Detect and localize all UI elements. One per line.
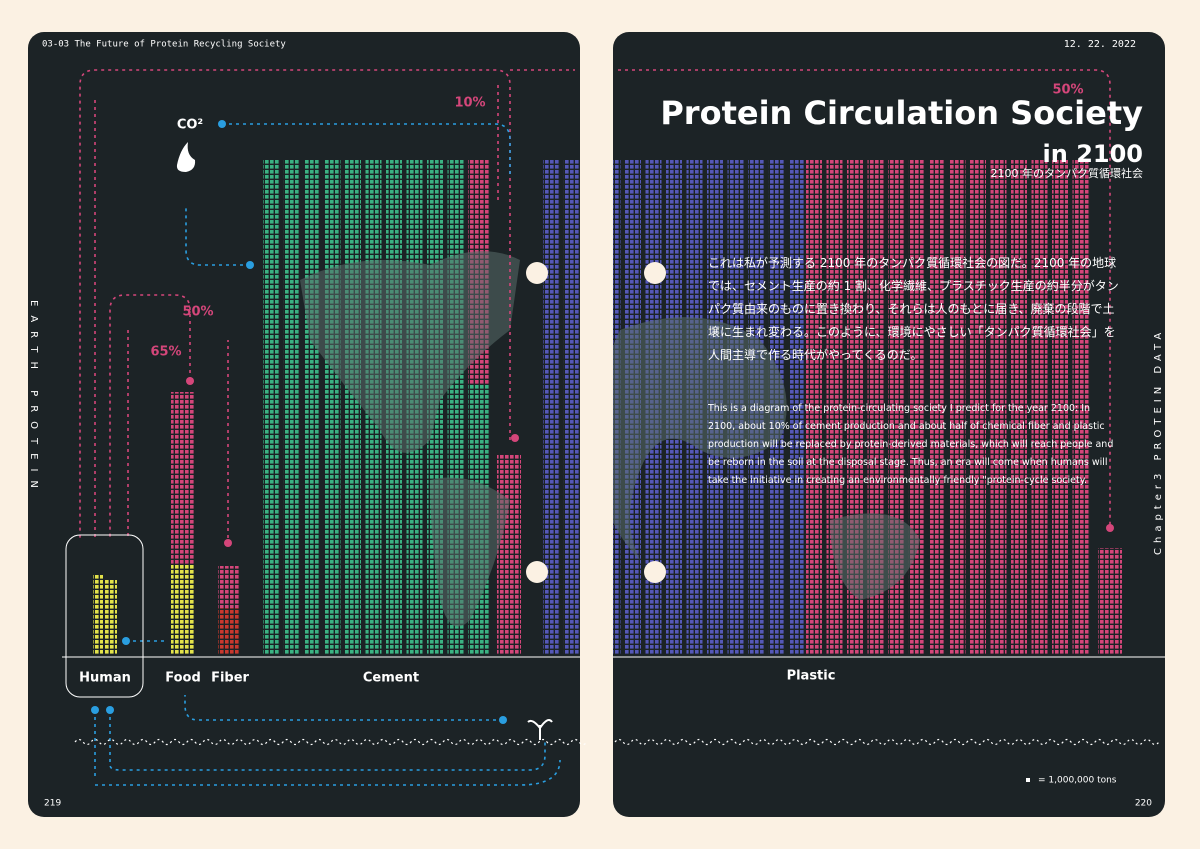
binder-hole (644, 561, 666, 583)
legend-dot (1026, 778, 1030, 782)
dot-column (104, 580, 117, 655)
binder-hole (526, 561, 548, 583)
page-number: 219 (44, 799, 61, 809)
dot-column (929, 160, 945, 655)
pink-flow-lines (79, 69, 1111, 545)
subtitle: in 2100 (1043, 140, 1143, 168)
binder-hole (644, 262, 666, 284)
dot-column (218, 608, 240, 655)
soil-line (74, 738, 1160, 746)
dot-column (324, 160, 341, 655)
legend-label: = 1,000,000 tons (1038, 776, 1117, 786)
dot-column (1031, 160, 1048, 655)
dot-column (949, 160, 966, 655)
dot-column (263, 160, 279, 655)
percentage: 10% (454, 96, 485, 111)
dot-column (543, 160, 559, 655)
dot-column (304, 160, 320, 655)
date: 12. 22. 2022 (1064, 39, 1136, 50)
percentage: 65% (150, 345, 181, 360)
sprout-icon (527, 719, 553, 740)
english-paragraph: This is a diagram of the protein-circula… (708, 403, 1114, 486)
category-label: Cement (363, 671, 419, 686)
dot-column (990, 160, 1007, 655)
page-number: 220 (1135, 799, 1152, 809)
dot-column (93, 575, 103, 655)
dot-column (970, 160, 986, 655)
dot-column (806, 160, 822, 655)
dot-column (563, 160, 580, 655)
dot-column (1098, 548, 1122, 655)
blue-flow-lines (94, 123, 561, 786)
world-map (300, 251, 920, 627)
dot-column (1052, 160, 1068, 655)
category-label: Food (165, 671, 201, 686)
dot-column (171, 565, 195, 655)
dot-column (1011, 160, 1027, 655)
category-label: Plastic (787, 669, 836, 684)
pink-nodes (186, 377, 1114, 547)
blue-nodes (91, 120, 507, 724)
side-label: EARTH PROTEIN (28, 300, 39, 497)
japanese-paragraph: これは私が予測する 2100 年のタンパク質循環社会の図だ。2100 年の地球で… (708, 256, 1119, 362)
japanese-subtitle: 2100 年のタンパク質循環社会 (991, 166, 1144, 180)
dot-column (171, 392, 195, 565)
human-box (65, 534, 144, 698)
fire-icon (176, 142, 196, 172)
dot-column (218, 566, 240, 608)
dot-column (283, 160, 300, 655)
side-label: Chapter3 PROTEIN DATA (1153, 328, 1164, 555)
dot-column (497, 455, 521, 655)
header: 03-03 The Future of Protein Recycling So… (42, 40, 286, 50)
category-label: Human (79, 671, 131, 686)
co2-label: CO² (177, 118, 203, 133)
category-label: Fiber (211, 671, 249, 686)
binder-hole (526, 262, 548, 284)
dot-column (1072, 160, 1089, 655)
title: Protein Circulation Society (660, 94, 1143, 132)
percentage: 50% (182, 305, 213, 320)
dot-column (345, 160, 361, 655)
dot-column (789, 160, 805, 655)
percentage: 50% (1052, 83, 1083, 98)
